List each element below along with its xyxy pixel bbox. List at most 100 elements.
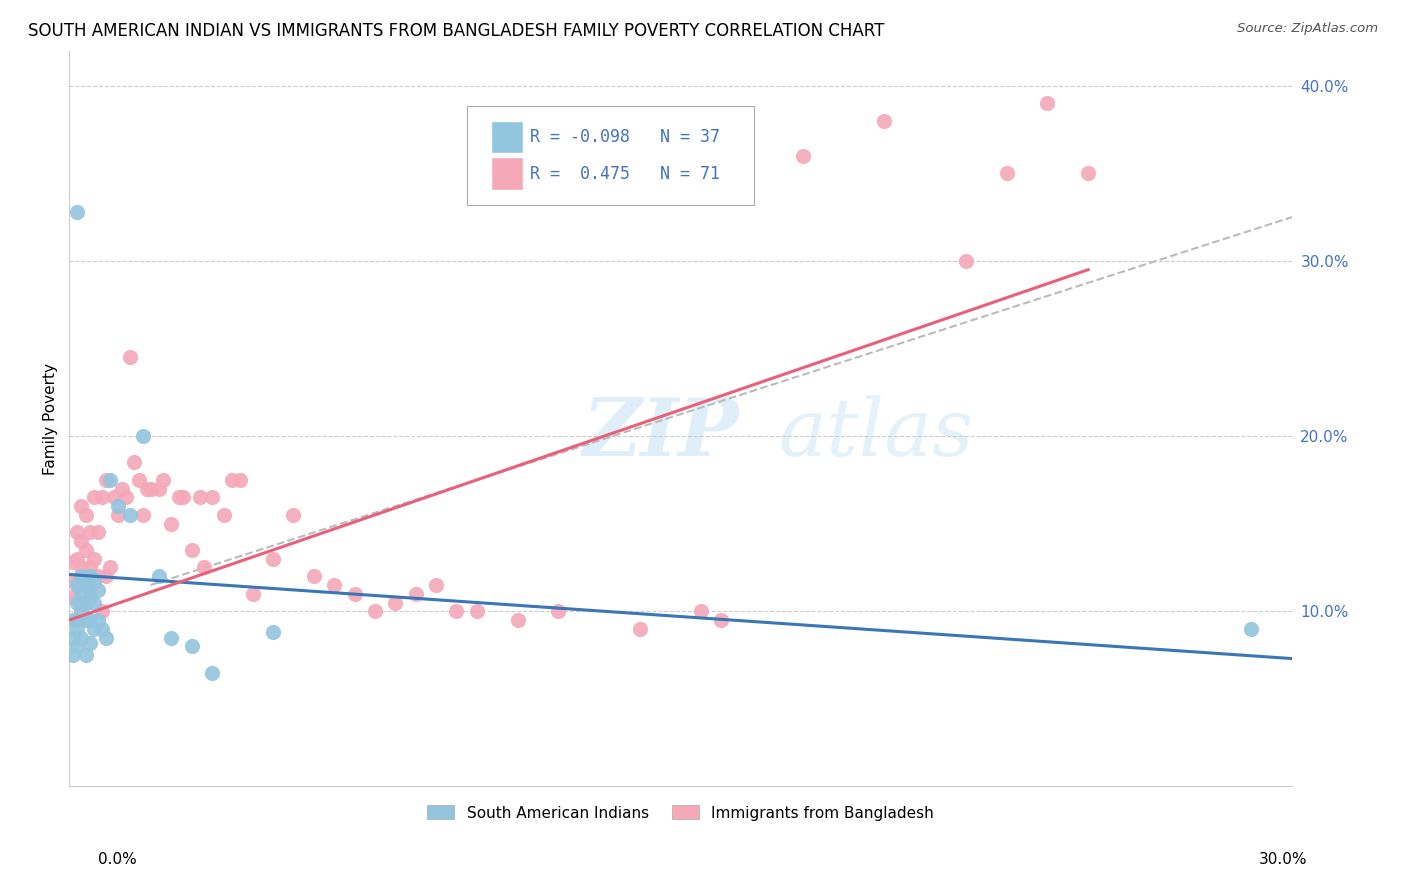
Point bbox=[66, 205, 89, 219]
Point bbox=[115, 491, 138, 505]
Point bbox=[94, 631, 117, 645]
Point bbox=[79, 560, 101, 574]
Point bbox=[506, 613, 529, 627]
Point bbox=[160, 631, 183, 645]
Point bbox=[221, 473, 243, 487]
Point bbox=[66, 525, 89, 540]
Point bbox=[148, 569, 170, 583]
Point bbox=[70, 569, 93, 583]
Point bbox=[873, 113, 896, 128]
Text: R = -0.098   N = 37: R = -0.098 N = 37 bbox=[530, 128, 720, 145]
Point bbox=[128, 473, 150, 487]
Point bbox=[242, 587, 264, 601]
Text: Source: ZipAtlas.com: Source: ZipAtlas.com bbox=[1237, 22, 1378, 36]
FancyBboxPatch shape bbox=[491, 157, 523, 190]
Point bbox=[75, 595, 97, 609]
Point bbox=[120, 351, 142, 365]
Point bbox=[75, 508, 97, 522]
Point bbox=[384, 595, 406, 609]
Point bbox=[262, 625, 284, 640]
Point bbox=[193, 560, 215, 574]
Point bbox=[66, 551, 89, 566]
Point bbox=[75, 578, 97, 592]
Point bbox=[83, 491, 105, 505]
Point bbox=[103, 491, 125, 505]
Point bbox=[83, 595, 105, 609]
Point bbox=[188, 491, 211, 505]
Point bbox=[1077, 166, 1099, 180]
Point bbox=[79, 636, 101, 650]
Point bbox=[107, 508, 129, 522]
Point bbox=[75, 613, 97, 627]
Point bbox=[1240, 622, 1263, 636]
Point bbox=[343, 587, 366, 601]
Point bbox=[98, 560, 121, 574]
Point bbox=[83, 551, 105, 566]
Point bbox=[62, 613, 84, 627]
Point bbox=[62, 573, 84, 587]
Point bbox=[90, 491, 112, 505]
Point bbox=[1036, 96, 1059, 111]
Point bbox=[107, 499, 129, 513]
Point bbox=[62, 648, 84, 662]
Point bbox=[364, 604, 387, 618]
Point bbox=[70, 499, 93, 513]
Point bbox=[405, 587, 427, 601]
Point bbox=[70, 534, 93, 549]
Point bbox=[547, 604, 569, 618]
Point bbox=[75, 648, 97, 662]
Point bbox=[83, 622, 105, 636]
Point bbox=[172, 491, 194, 505]
Point bbox=[180, 640, 202, 654]
Y-axis label: Family Poverty: Family Poverty bbox=[44, 362, 58, 475]
Point bbox=[79, 613, 101, 627]
Point bbox=[70, 631, 93, 645]
Point bbox=[212, 508, 235, 522]
Text: ZIP: ZIP bbox=[583, 394, 740, 472]
Point bbox=[283, 508, 305, 522]
Point bbox=[135, 482, 157, 496]
Point bbox=[66, 640, 89, 654]
Point bbox=[87, 525, 110, 540]
Point bbox=[66, 578, 89, 592]
Point bbox=[792, 149, 814, 163]
Point bbox=[87, 583, 110, 598]
Point bbox=[995, 166, 1018, 180]
Point bbox=[124, 455, 146, 469]
Point bbox=[70, 560, 93, 574]
Point bbox=[75, 543, 97, 558]
FancyBboxPatch shape bbox=[467, 106, 754, 205]
Point bbox=[262, 551, 284, 566]
Point bbox=[131, 429, 153, 443]
Point bbox=[446, 604, 468, 618]
Point bbox=[62, 555, 84, 569]
Point bbox=[425, 578, 447, 592]
Point bbox=[79, 569, 101, 583]
Point bbox=[87, 569, 110, 583]
Point bbox=[70, 604, 93, 618]
Point bbox=[98, 473, 121, 487]
Point bbox=[75, 578, 97, 592]
Text: SOUTH AMERICAN INDIAN VS IMMIGRANTS FROM BANGLADESH FAMILY POVERTY CORRELATION C: SOUTH AMERICAN INDIAN VS IMMIGRANTS FROM… bbox=[28, 22, 884, 40]
Point bbox=[302, 569, 325, 583]
Point bbox=[690, 604, 713, 618]
Point bbox=[87, 613, 110, 627]
Point bbox=[111, 482, 134, 496]
Point bbox=[62, 631, 84, 645]
Point bbox=[201, 491, 224, 505]
Point bbox=[160, 516, 183, 531]
Point bbox=[323, 578, 346, 592]
Legend: South American Indians, Immigrants from Bangladesh: South American Indians, Immigrants from … bbox=[420, 799, 941, 827]
Point bbox=[79, 525, 101, 540]
Point bbox=[201, 665, 224, 680]
Point bbox=[94, 473, 117, 487]
Point bbox=[66, 595, 89, 609]
Point bbox=[180, 543, 202, 558]
Point bbox=[628, 622, 651, 636]
Point bbox=[94, 569, 117, 583]
Point bbox=[710, 613, 733, 627]
Point bbox=[70, 587, 93, 601]
Point bbox=[83, 573, 105, 587]
Point bbox=[66, 578, 89, 592]
Point bbox=[152, 473, 174, 487]
